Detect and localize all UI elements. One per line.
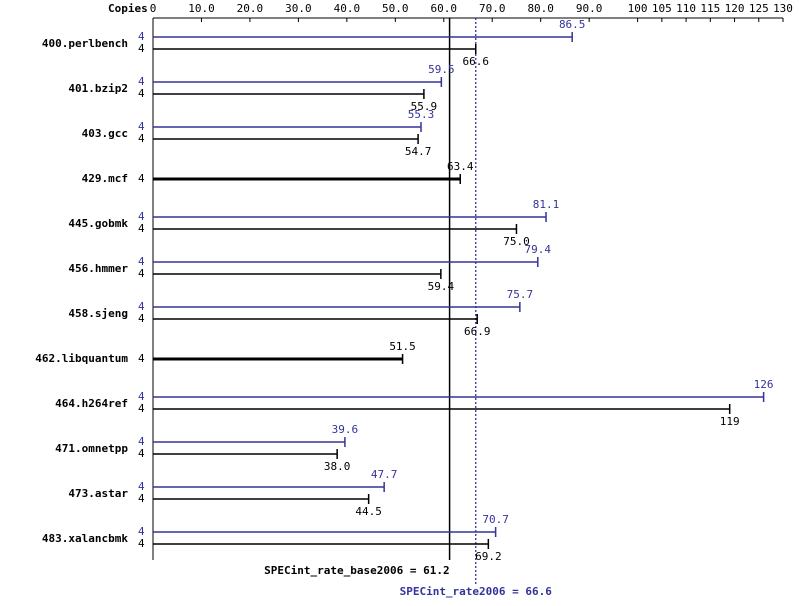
value-label: 66.9 — [464, 325, 491, 338]
x-tick-label: 125 — [749, 2, 769, 15]
copies-label: 4 — [138, 87, 145, 100]
copies-label: 4 — [138, 390, 145, 403]
value-label: 47.7 — [371, 468, 398, 481]
value-label: 59.4 — [428, 280, 455, 293]
value-label: 119 — [720, 415, 740, 428]
x-tick-label: 40.0 — [334, 2, 361, 15]
copies-label: 4 — [138, 120, 145, 133]
copies-label: 4 — [138, 492, 145, 505]
x-tick-label: 20.0 — [237, 2, 264, 15]
x-tick-label: 110 — [676, 2, 696, 15]
copies-label: 4 — [138, 300, 145, 313]
value-label: 69.2 — [475, 550, 502, 563]
benchmark-label: 458.sjeng — [68, 307, 128, 320]
copies-label: 4 — [138, 42, 145, 55]
copies-label: 4 — [138, 402, 145, 415]
x-tick-label: 120 — [725, 2, 745, 15]
x-tick-label: 100 — [628, 2, 648, 15]
benchmark-label: 429.mcf — [82, 172, 128, 185]
value-label: 59.5 — [428, 63, 455, 76]
copies-label: 4 — [138, 480, 145, 493]
copies-label: 4 — [138, 267, 145, 280]
x-tick-label: 115 — [700, 2, 720, 15]
reference-label: SPECint_rate_base2006 = 61.2 — [264, 564, 449, 577]
copies-label: 4 — [138, 222, 145, 235]
copies-label: 4 — [138, 525, 145, 538]
value-label: 63.4 — [447, 160, 474, 173]
value-label: 66.6 — [463, 55, 490, 68]
value-label: 81.1 — [533, 198, 560, 211]
value-label: 54.7 — [405, 145, 432, 158]
copies-label: 4 — [138, 537, 145, 550]
x-tick-label: 60.0 — [431, 2, 458, 15]
value-label: 70.7 — [482, 513, 509, 526]
copies-label: 4 — [138, 210, 145, 223]
value-label: 86.5 — [559, 18, 586, 31]
copies-label: 4 — [138, 75, 145, 88]
benchmark-label: 473.astar — [68, 487, 128, 500]
copies-label: 4 — [138, 352, 145, 365]
benchmark-label: 456.hmmer — [68, 262, 128, 275]
value-label: 38.0 — [324, 460, 351, 473]
value-label: 75.0 — [503, 235, 530, 248]
copies-label: 4 — [138, 132, 145, 145]
copies-label: 4 — [138, 435, 145, 448]
x-tick-label: 30.0 — [285, 2, 312, 15]
benchmark-label: 483.xalancbmk — [42, 532, 128, 545]
reference-label: SPECint_rate2006 = 66.6 — [400, 585, 553, 598]
x-tick-label: 70.0 — [479, 2, 506, 15]
value-label: 126 — [754, 378, 774, 391]
value-label: 44.5 — [355, 505, 382, 518]
copies-label: 4 — [138, 447, 145, 460]
x-tick-label: 90.0 — [576, 2, 603, 15]
x-tick-label: 105 — [652, 2, 672, 15]
value-label: 51.5 — [389, 340, 416, 353]
benchmark-label: 462.libquantum — [35, 352, 128, 365]
copies-label: 4 — [138, 312, 145, 325]
copies-label: 4 — [138, 30, 145, 43]
x-tick-label: 0 — [150, 2, 157, 15]
benchmark-label: 400.perlbench — [42, 37, 128, 50]
copies-header: Copies — [108, 2, 148, 15]
copies-label: 4 — [138, 172, 145, 185]
x-tick-label: 10.0 — [188, 2, 215, 15]
x-tick-label: 50.0 — [382, 2, 409, 15]
x-tick-label: 130 — [773, 2, 793, 15]
benchmark-label: 401.bzip2 — [68, 82, 128, 95]
benchmark-label: 471.omnetpp — [55, 442, 128, 455]
value-label: 39.6 — [332, 423, 359, 436]
benchmark-label: 464.h264ref — [55, 397, 128, 410]
benchmark-label: 445.gobmk — [68, 217, 128, 230]
copies-label: 4 — [138, 255, 145, 268]
value-label: 55.9 — [411, 100, 438, 113]
x-tick-label: 80.0 — [527, 2, 554, 15]
value-label: 55.3 — [408, 108, 435, 121]
value-label: 79.4 — [525, 243, 552, 256]
benchmark-label: 403.gcc — [82, 127, 128, 140]
value-label: 75.7 — [507, 288, 534, 301]
